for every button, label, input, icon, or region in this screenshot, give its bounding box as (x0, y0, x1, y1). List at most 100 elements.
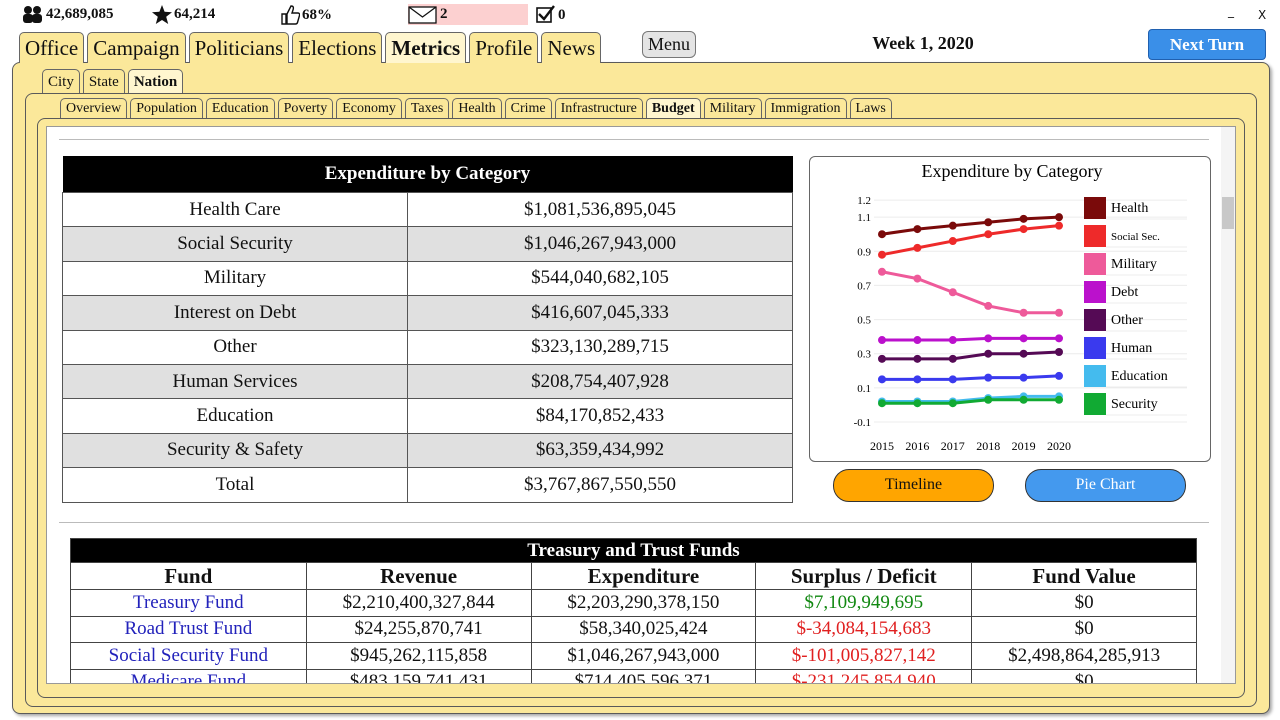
tab[interactable]: Nation (127, 69, 184, 93)
data-point (948, 354, 957, 363)
data-point (913, 336, 922, 345)
scrollbar[interactable] (1221, 127, 1235, 683)
fund-cell: $945,262,115,858 (305, 642, 532, 670)
legend-swatch (1084, 281, 1106, 303)
amount-cell: $84,170,852,433 (407, 398, 793, 434)
week-label: Week 1, 2020 (872, 33, 974, 53)
fund-cell: $24,255,870,741 (305, 615, 532, 643)
data-point (913, 354, 922, 363)
category-cell: Security & Safety (61, 432, 409, 469)
data-point (984, 373, 993, 382)
data-point (878, 230, 886, 239)
tab[interactable]: Budget (645, 98, 701, 118)
tab[interactable]: Education (205, 98, 275, 118)
series-line (882, 398, 1059, 405)
legend-swatch (1084, 337, 1106, 359)
table-row: Other $323,130,289,715 (61, 329, 793, 365)
tab[interactable]: News (541, 32, 602, 63)
tab[interactable]: Campaign (87, 32, 186, 63)
x-tick-label: 2016 (905, 439, 929, 453)
tab[interactable]: State (82, 69, 125, 93)
series-line (881, 270, 1059, 315)
fund-link[interactable]: Road Trust Fund (70, 615, 307, 643)
amount-cell: $3,767,867,550,550 (407, 467, 793, 503)
tab[interactable]: Profile (469, 32, 539, 63)
y-tick-label: 0.5 (857, 315, 871, 327)
timeline-button[interactable]: Timeline (833, 469, 994, 502)
star-icon (152, 5, 172, 24)
data-point (1019, 334, 1028, 343)
data-point (948, 237, 957, 246)
minimize-button[interactable]: _ (1228, 4, 1234, 18)
y-tick-label: 0.3 (857, 349, 871, 361)
data-point (948, 375, 957, 384)
fund-link[interactable]: Treasury Fund (70, 589, 307, 617)
messages-stat[interactable]: 2 (408, 4, 528, 25)
tab[interactable]: Population (130, 98, 203, 118)
tab[interactable]: Overview (60, 98, 128, 118)
tab[interactable]: Laws (849, 98, 892, 118)
table-row: Medicare Fund $483,159,741,431 $714,405,59… (70, 668, 1197, 683)
header-row: Expenditure by Category (62, 156, 793, 193)
tab[interactable]: Crime (504, 98, 552, 118)
amount-cell: $208,754,407,928 (407, 363, 793, 400)
amount-cell: $1,081,536,895,045 (407, 191, 793, 228)
category-cell: Human Services (61, 363, 409, 400)
x-tick-label: 2019 (1012, 439, 1036, 453)
table-row: Military $544,040,682,105 (61, 260, 793, 297)
y-tick-label: -0.1 (854, 417, 871, 429)
legend-label: Other (1111, 313, 1143, 328)
fund-cell: $0 (971, 668, 1197, 683)
menu-button[interactable]: Menu (642, 31, 696, 58)
scroll-thumb[interactable] (1222, 197, 1234, 229)
close-button[interactable]: X (1258, 8, 1267, 22)
tab[interactable]: Economy (336, 98, 402, 118)
series-line (881, 224, 1060, 257)
fund-cell: $58,340,025,424 (530, 615, 757, 643)
tab[interactable]: Health (452, 98, 502, 118)
tab[interactable]: Office (19, 32, 85, 63)
data-point (1019, 395, 1028, 404)
legend-label: Debt (1111, 285, 1138, 300)
tab[interactable]: Elections (292, 32, 383, 63)
tab[interactable]: Military (703, 98, 762, 118)
category-cell: Education (61, 398, 409, 434)
fund-cell: $7,109,949,695 (755, 589, 973, 617)
metric-tabs: Overview Population Education Poverty Econom… (60, 98, 892, 118)
chart: Expenditure by Category -0.1 0.1 0.3 0.5 0.7 0… (854, 161, 1187, 453)
series-line (882, 394, 1059, 404)
legend-swatch (1084, 225, 1106, 247)
separator (59, 522, 1209, 523)
tab[interactable]: Immigration (764, 98, 847, 118)
data-point (984, 395, 993, 404)
content-area: Expenditure by Category Health Care $1,081… (46, 126, 1236, 684)
table-row: Human Services $208,754,407,928 (61, 363, 793, 400)
next-turn-button[interactable]: Next Turn (1148, 29, 1266, 60)
fund-cell: $2,210,400,327,844 (305, 589, 532, 617)
tab[interactable]: Infrastructure (554, 98, 643, 118)
series-line (882, 350, 1060, 361)
tasks-stat[interactable]: 0 (536, 5, 566, 25)
fund-link[interactable]: Social Security Fund (70, 642, 307, 670)
table-title: Expenditure by Category (62, 156, 793, 193)
data-point (948, 221, 957, 230)
tab[interactable]: Metrics (385, 32, 467, 63)
table-row: Treasury Fund $2,210,400,327,844 $2,203,29… (70, 589, 1197, 617)
tab[interactable]: Poverty (277, 98, 334, 118)
x-tick-label: 2015 (870, 439, 894, 453)
data-point (913, 225, 922, 234)
data-point (913, 399, 922, 408)
pie-chart-button[interactable]: Pie Chart (1025, 469, 1186, 502)
column-header: Surplus / Deficit (755, 562, 973, 590)
chart-title: Expenditure by Category (922, 161, 1103, 181)
tab[interactable]: Taxes (404, 98, 450, 118)
data-point (1055, 221, 1063, 230)
fund-link[interactable]: Medicare Fund (70, 668, 307, 683)
tab[interactable]: Politicians (188, 32, 290, 63)
checkbox-icon (536, 5, 555, 23)
table-row: Education $84,170,852,433 (61, 398, 793, 434)
stars-value: 64,214 (174, 6, 216, 22)
fund-cell: $2,203,290,378,150 (530, 589, 757, 617)
tab[interactable]: City (42, 69, 80, 93)
y-tick-label: 0.1 (857, 383, 871, 395)
